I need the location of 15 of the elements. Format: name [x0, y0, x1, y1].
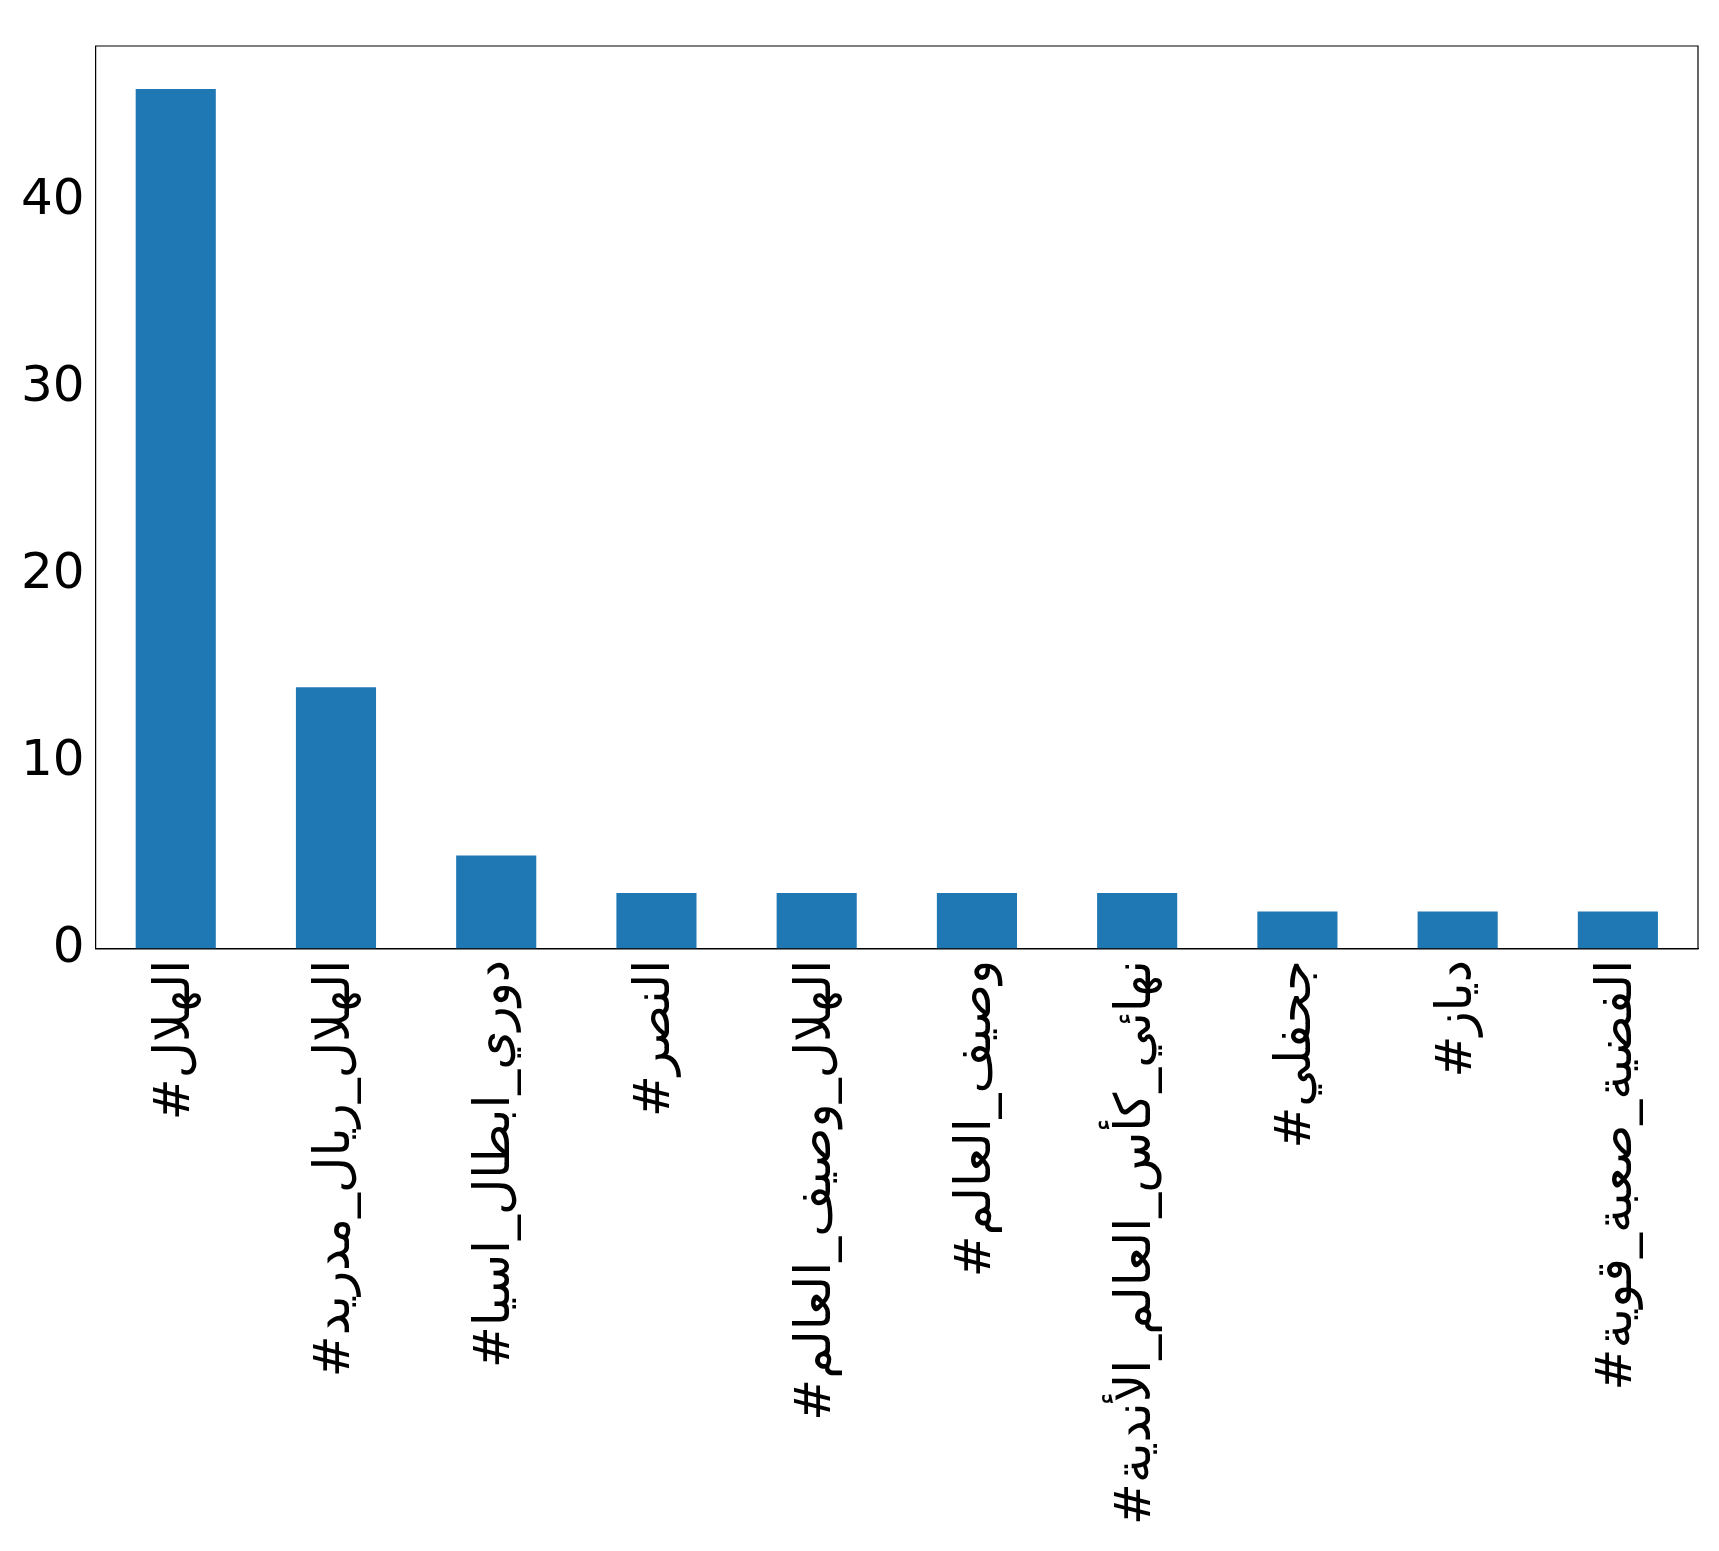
x-tick-label: #وصيف_العالم	[943, 959, 1003, 1278]
x-tick-label: #نهائي_كأس_العالم_الأندية	[1098, 959, 1164, 1526]
x-tick-label: #جحفلي	[1264, 959, 1323, 1149]
y-tick-label: 20	[21, 542, 85, 601]
x-tick-label: #الهلال_وصيف_العالم	[783, 959, 843, 1421]
x-tick-label: #الهلال_ريال_مدريد	[302, 959, 362, 1378]
x-tick-label: #دوري_ابطال_اسيا	[463, 959, 523, 1369]
x-tick-label: #الهلال	[142, 959, 202, 1121]
y-tick-label: 0	[52, 915, 85, 974]
x-tick-label: #النصر	[623, 959, 682, 1118]
y-tick-label: 30	[21, 355, 85, 414]
x-tick-label: #الفضية_صعبة_قوية	[1584, 959, 1643, 1391]
x-tick-label: #دياز	[1424, 959, 1483, 1078]
y-tick-label: 10	[21, 729, 85, 787]
y-tick-label: 40	[21, 168, 85, 227]
